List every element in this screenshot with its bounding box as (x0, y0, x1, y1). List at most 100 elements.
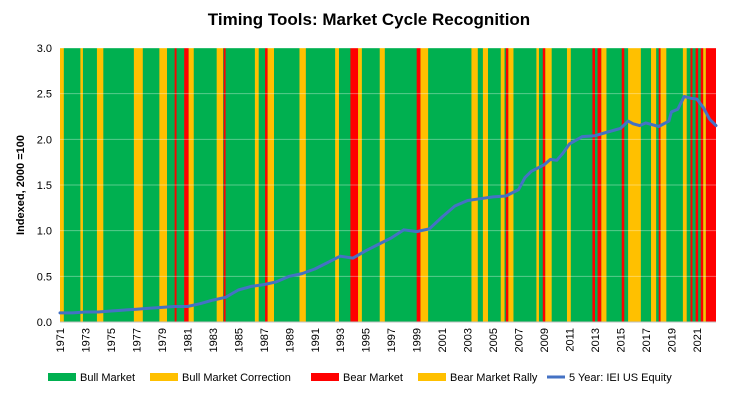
y-tick-label-1: 0.5 (37, 271, 52, 283)
x-tick-label-16: 2003 (463, 328, 475, 352)
y-tick-label-0: 0.0 (37, 317, 52, 329)
x-tick-label-1: 1973 (80, 328, 92, 352)
bear-market-band-23 (505, 48, 509, 322)
regime-background (60, 48, 716, 322)
bear-market-band-35 (658, 48, 661, 322)
bull-market-correction-band-17 (379, 48, 385, 322)
bull-market-correction-band-37 (682, 48, 687, 322)
y-gridlines (60, 47, 716, 277)
legend-label-bear-market: Bear Market (343, 372, 403, 384)
bear-market-band-29 (592, 48, 595, 322)
bear-market-band-11 (265, 48, 268, 322)
bear-market-band-15 (350, 48, 359, 322)
bull-market-correction-band-4 (159, 48, 167, 322)
legend-label-5-year-iei-us-equity: 5 Year: IEI US Equity (569, 372, 672, 384)
bear-market-band-6 (184, 48, 189, 322)
x-tick-label-23: 2017 (641, 328, 653, 352)
legend-swatch-bull-market-correction (150, 373, 178, 381)
x-tick-label-4: 1979 (157, 328, 169, 352)
bear-market-rally-band-16 (358, 48, 362, 322)
bull-market-correction-band-0 (60, 48, 64, 322)
y-tick-label-3: 1.5 (37, 180, 52, 192)
y-axis: 0.0 0.5 1.0 1.5 2.0 2.5 3.0 (37, 43, 52, 329)
bull-market-correction-band-10 (254, 48, 259, 322)
x-tick-label-22: 2015 (615, 328, 627, 352)
legend-item-bull-market-correction: Bull Market Correction (150, 372, 291, 384)
x-tick-label-25: 2021 (692, 328, 704, 352)
x-tick-label-13: 1997 (386, 328, 398, 352)
y-tick-label-5: 2.5 (37, 89, 52, 101)
bull-market-correction-band-13 (299, 48, 306, 322)
bear-market-band-30 (597, 48, 602, 322)
x-tick-label-14: 1999 (412, 328, 424, 352)
x-tick-label-21: 2013 (590, 328, 602, 352)
bull-market-correction-band-20 (471, 48, 478, 322)
chart-title: Timing Tools: Market Cycle Recognition (208, 10, 530, 29)
x-tick-label-20: 2011 (565, 328, 577, 352)
legend-swatch-bear-market-rally (418, 373, 446, 381)
bull-market-correction-band-36 (660, 48, 667, 322)
y-axis-label: Indexed, 2000 =100 (15, 135, 27, 235)
legend-item-bull-market: Bull Market (48, 372, 135, 384)
x-tick-label-3: 1977 (131, 328, 143, 352)
x-tick-label-0: 1971 (55, 328, 67, 352)
bear-market-band-18 (416, 48, 421, 322)
bull-market-background (60, 48, 716, 322)
y-tick-label-6: 3.0 (37, 43, 52, 55)
bull-market-correction-band-8 (216, 48, 224, 322)
bull-market-correction-band-19 (420, 48, 429, 322)
bull-market-correction-band-28 (566, 48, 571, 322)
bull-market-correction-band-1 (80, 48, 83, 322)
bear-market-band-41 (705, 48, 716, 322)
x-tick-label-9: 1989 (284, 328, 296, 352)
bull-market-correction-band-21 (482, 48, 488, 322)
bear-market-band-40 (700, 48, 704, 322)
bear-market-band-38 (690, 48, 693, 322)
bear-market-band-39 (695, 48, 699, 322)
x-tick-label-17: 2005 (488, 328, 500, 352)
legend-swatch-bull-market (48, 373, 76, 381)
legend-item-bear-market: Bear Market (311, 372, 403, 384)
bull-market-correction-band-27 (545, 48, 552, 322)
x-tick-label-2: 1975 (106, 328, 118, 352)
x-tick-label-12: 1995 (361, 328, 373, 352)
legend-label-bear-market-rally: Bear Market Rally (450, 372, 538, 384)
legend-label-bull-market-correction: Bull Market Correction (182, 372, 291, 384)
x-tick-label-15: 2001 (437, 328, 449, 352)
bull-market-correction-band-25 (536, 48, 539, 322)
bull-market-correction-band-24 (508, 48, 514, 322)
x-tick-label-10: 1991 (310, 328, 322, 352)
x-tick-label-11: 1993 (335, 328, 347, 352)
series-line-group (58, 94, 718, 315)
legend: Bull Market Bull Market Correction Bear Ma… (48, 372, 672, 384)
y-tick-label-4: 2.0 (37, 134, 52, 146)
bear-market-rally-band-31 (601, 48, 607, 322)
bear-market-rally-band-42 (703, 48, 706, 322)
bull-market-correction-band-22 (500, 48, 505, 322)
bear-market-band-9 (223, 48, 226, 322)
x-tick-label-6: 1983 (208, 328, 220, 352)
x-tick-label-7: 1985 (233, 328, 245, 352)
bull-market-correction-band-14 (335, 48, 339, 322)
x-tick-label-19: 2009 (539, 328, 551, 352)
legend-label-bull-market: Bull Market (80, 372, 135, 384)
bull-market-correction-band-34 (651, 48, 657, 322)
x-tick-label-18: 2007 (514, 328, 526, 352)
bear-market-band-32 (621, 48, 625, 322)
legend-swatch-bear-market (311, 373, 339, 381)
bear-market-rally-band-7 (188, 48, 194, 322)
x-axis: 1971 1973 1975 1977 1979 1981 1983 1985 1987 1989… (55, 321, 716, 352)
bull-market-correction-band-3 (133, 48, 143, 322)
bull-market-correction-band-2 (96, 48, 104, 322)
bear-market-band-26 (542, 48, 546, 322)
y-tick-label-2: 1.0 (37, 226, 52, 238)
legend-item-bear-market-rally: Bear Market Rally (418, 372, 538, 384)
x-tick-label-24: 2019 (666, 328, 678, 352)
x-tick-label-8: 1987 (259, 328, 271, 352)
bear-market-band-5 (174, 48, 177, 322)
legend-item-5-year-iei-us-equity: 5 Year: IEI US Equity (547, 372, 672, 384)
bull-market-correction-band-33 (628, 48, 641, 322)
series-line-iei-us-equity (58, 94, 718, 315)
x-tick-label-5: 1981 (182, 328, 194, 352)
